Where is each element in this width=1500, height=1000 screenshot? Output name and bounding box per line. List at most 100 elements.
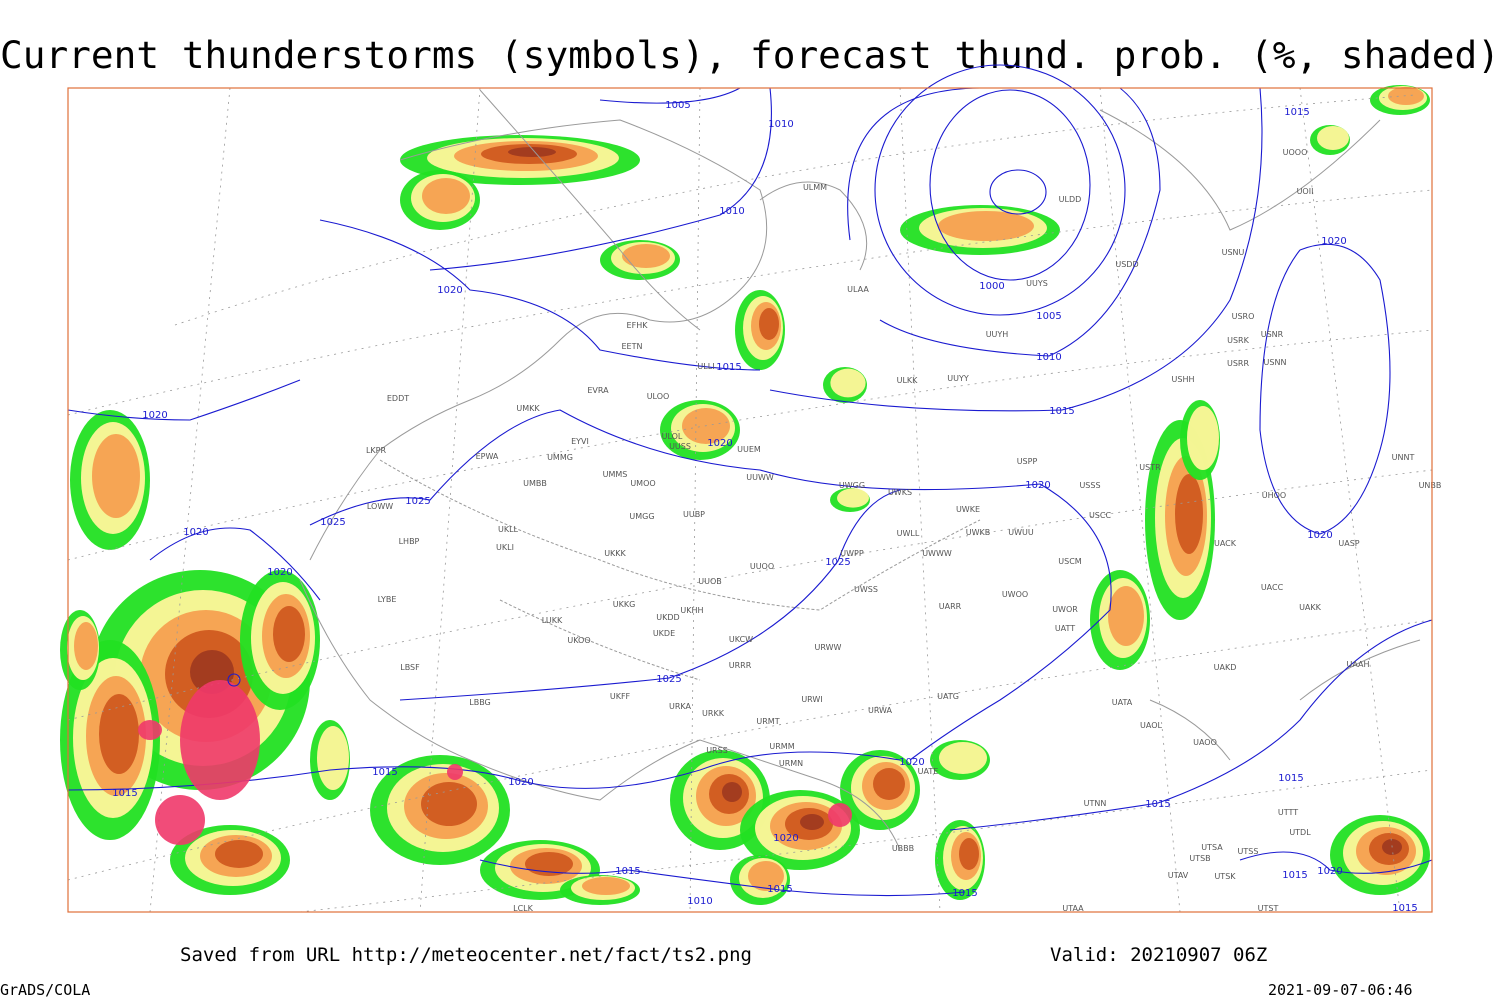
- station-label: UACC: [1261, 583, 1284, 592]
- station-label: UMMS: [603, 470, 628, 479]
- station-label: UUYS: [1026, 279, 1048, 288]
- station-label: ULOL: [662, 432, 683, 441]
- station-label: UASP: [1338, 539, 1359, 548]
- station-label: URRR: [729, 661, 752, 670]
- station-label: UWKS: [888, 488, 912, 497]
- station-label: UWPP: [840, 549, 864, 558]
- station-label: UTNN: [1084, 799, 1107, 808]
- isobar-label: 1020: [773, 833, 798, 844]
- station-label: URMN: [779, 759, 803, 768]
- station-label: UHOO: [1262, 491, 1286, 500]
- station-label: UWSS: [854, 585, 878, 594]
- station-label: UWKB: [966, 528, 991, 537]
- isobar-label: 1015: [1145, 799, 1170, 810]
- station-label: LBBG: [469, 698, 491, 707]
- probability-area: [421, 782, 477, 826]
- station-label: ULAA: [847, 285, 869, 294]
- station-label: UUOB: [698, 577, 722, 586]
- station-label: UTSK: [1214, 872, 1236, 881]
- station-label: UBBB: [892, 844, 914, 853]
- probability-area: [748, 861, 784, 891]
- isobar-label: 1020: [267, 567, 292, 578]
- station-label: UKLL: [498, 525, 519, 534]
- station-label: LBSF: [400, 663, 420, 672]
- isobar-label: 1020: [508, 777, 533, 788]
- station-label: UTAA: [1062, 904, 1084, 913]
- isobar: [319, 219, 761, 371]
- isobar-label: 1015: [1049, 406, 1074, 417]
- isobar: [309, 409, 1112, 761]
- station-label: USCM: [1058, 557, 1082, 566]
- station-label: ULMM: [803, 183, 827, 192]
- thunderstorm-symbols: [138, 673, 852, 845]
- thunderstorm-cluster: [138, 720, 162, 740]
- isobar-label: 1015: [767, 884, 792, 895]
- thunderstorm-cluster: [180, 680, 260, 800]
- probability-area: [1388, 87, 1424, 105]
- isobar: [399, 489, 901, 701]
- station-label: EPWA: [476, 452, 499, 461]
- station-label: URKK: [702, 709, 725, 718]
- isobar: [149, 527, 321, 601]
- isobar-label: 1020: [437, 285, 462, 296]
- station-label: UUBP: [683, 510, 705, 519]
- station-label: UOOO: [1283, 148, 1308, 157]
- isobar-label: 1020: [183, 527, 208, 538]
- station-label: USNN: [1264, 358, 1287, 367]
- station-label: UKOO: [567, 636, 590, 645]
- parallel: [67, 619, 1433, 881]
- station-label: UAKD: [1214, 663, 1237, 672]
- station-label: UWLL: [897, 529, 920, 538]
- station-label: USNR: [1261, 330, 1284, 339]
- station-label: ULLI: [697, 362, 714, 371]
- station-label: UTSS: [1238, 847, 1259, 856]
- probability-area: [959, 838, 979, 870]
- thunderstorm-symbol: [227, 673, 241, 687]
- station-label: UTSB: [1189, 854, 1210, 863]
- station-label: UAOO: [1193, 738, 1217, 747]
- coastline: [759, 181, 868, 271]
- probability-area: [215, 840, 263, 868]
- probability-area: [273, 606, 305, 662]
- probability-area: [622, 244, 670, 268]
- station-label: USRO: [1232, 312, 1255, 321]
- software: GrADS/COLA: [0, 981, 90, 999]
- isobar-label: 1020: [142, 410, 167, 421]
- station-label: URMT: [756, 717, 779, 726]
- station-label: USRK: [1227, 336, 1249, 345]
- graticule: [67, 87, 1433, 913]
- station-label: UAAH: [1346, 660, 1369, 669]
- station-label: UATE: [918, 767, 939, 776]
- parallel: [299, 769, 1433, 913]
- thunderstorm-cluster: [447, 764, 463, 780]
- isobar: [874, 64, 1126, 316]
- isobar: [769, 87, 1263, 412]
- isobar-label: 1015: [372, 767, 397, 778]
- station-label: UWUU: [1008, 528, 1034, 537]
- probability-area: [939, 742, 987, 774]
- probability-area: [722, 782, 742, 802]
- station-label: URKA: [669, 702, 692, 711]
- station-label: UWKE: [956, 505, 980, 514]
- station-label: UNNT: [1392, 453, 1415, 462]
- probability-shading: [60, 85, 1430, 905]
- isobar: [429, 87, 772, 271]
- station-label: UWGG: [839, 481, 865, 490]
- probability-area: [1175, 474, 1203, 554]
- station-label: LCLK: [513, 904, 534, 913]
- station-label: USCC: [1089, 511, 1112, 520]
- station-label: UUOO: [750, 562, 774, 571]
- coastline: [479, 89, 701, 331]
- station-label: UKDE: [653, 629, 675, 638]
- coastlines: [299, 89, 1421, 851]
- coastline: [1149, 639, 1421, 761]
- probability-area: [800, 814, 824, 830]
- isobar: [1259, 243, 1391, 535]
- station-label: UUWW: [746, 473, 774, 482]
- station-label: UTST: [1258, 904, 1279, 913]
- probability-area: [938, 211, 1034, 241]
- probability-area: [1108, 586, 1144, 646]
- station-label: UMOO: [630, 479, 655, 488]
- station-label: USHH: [1172, 375, 1195, 384]
- station-label: EFHK: [627, 321, 649, 330]
